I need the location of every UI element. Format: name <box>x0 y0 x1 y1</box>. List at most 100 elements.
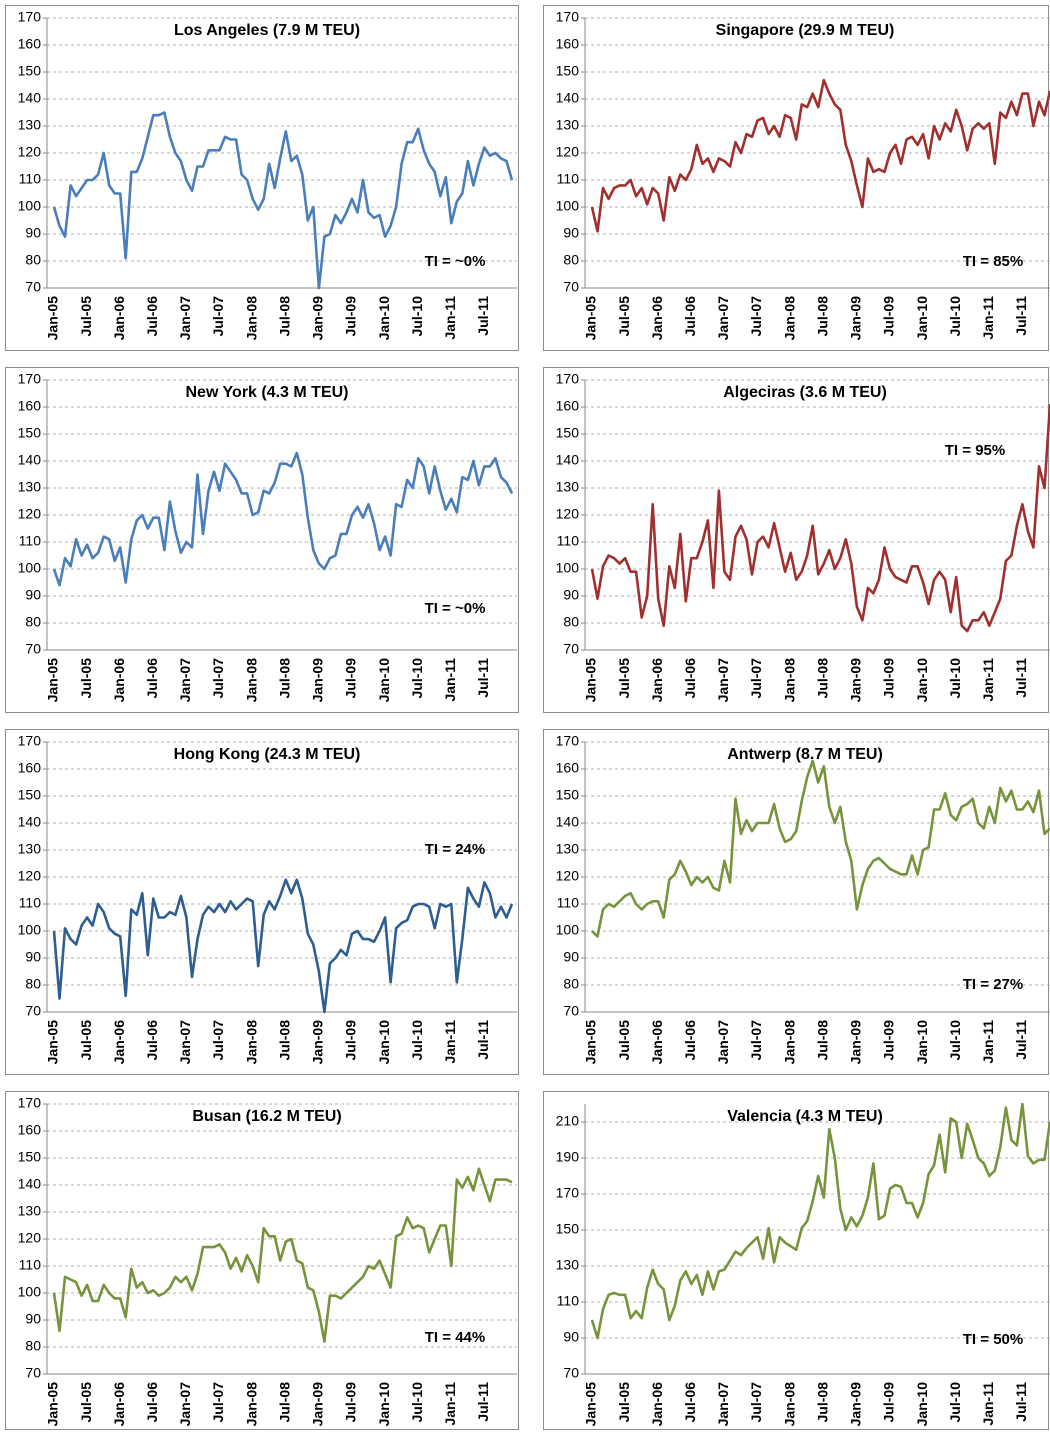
annotation: TI = ~0% <box>425 253 486 270</box>
x-tick-label: Jan-08 <box>243 1382 259 1427</box>
x-tick-label: Jul-06 <box>144 1382 160 1423</box>
chart-title: Singapore (29.9 M TEU) <box>716 22 895 39</box>
y-tick-label: 150 <box>18 63 42 79</box>
x-tick-label: Jan-07 <box>715 1382 731 1427</box>
x-tick-label: Jan-06 <box>649 1382 665 1427</box>
y-tick-label: 150 <box>556 63 580 79</box>
x-tick-label: Jul-08 <box>276 1382 292 1423</box>
y-tick-label: 90 <box>563 949 579 965</box>
x-tick-label: Jul-09 <box>881 296 897 337</box>
y-tick-label: 90 <box>563 587 579 603</box>
chart-title: Los Angeles (7.9 M TEU) <box>174 22 360 39</box>
x-tick-label: Jan-09 <box>310 1020 326 1065</box>
x-tick-label: Jan-11 <box>442 296 458 340</box>
x-tick-label: Jan-07 <box>177 1382 193 1427</box>
y-tick-label: 170 <box>18 733 42 749</box>
y-tick-label: 160 <box>556 398 580 414</box>
x-tick-label: Jul-07 <box>748 296 764 337</box>
x-tick-label: Jan-11 <box>442 1020 458 1064</box>
y-tick-label: 160 <box>18 1122 42 1138</box>
y-tick-label: 80 <box>25 1338 41 1354</box>
x-tick-label: Jul-05 <box>78 1020 94 1061</box>
y-tick-label: 70 <box>25 279 41 295</box>
y-tick-label: 70 <box>563 279 579 295</box>
y-tick-label: 80 <box>25 976 41 992</box>
x-tick-label: Jan-09 <box>848 296 864 341</box>
y-tick-label: 70 <box>563 1365 579 1381</box>
chart-title: New York (4.3 M TEU) <box>186 384 349 401</box>
y-tick-label: 120 <box>18 144 42 160</box>
x-tick-label: Jul-06 <box>682 1020 698 1061</box>
x-tick-label: Jan-11 <box>442 1382 458 1426</box>
x-tick-label: Jan-08 <box>243 1020 259 1065</box>
y-tick-label: 140 <box>18 814 42 830</box>
x-tick-label: Jan-11 <box>980 1382 996 1426</box>
x-tick-label: Jan-05 <box>583 658 599 703</box>
chart-title: Algeciras (3.6 M TEU) <box>723 384 887 401</box>
y-tick-label: 80 <box>25 614 41 630</box>
x-tick-label: Jul-10 <box>409 1020 425 1061</box>
chart-title: Hong Kong (24.3 M TEU) <box>174 746 361 763</box>
x-tick-label: Jul-05 <box>616 658 632 699</box>
y-tick-label: 100 <box>556 922 580 938</box>
y-tick-label: 70 <box>25 641 41 657</box>
x-tick-label: Jan-09 <box>848 1382 864 1427</box>
y-tick-label: 100 <box>556 560 580 576</box>
x-tick-label: Jul-06 <box>682 658 698 699</box>
x-tick-label: Jul-09 <box>881 658 897 699</box>
y-tick-label: 80 <box>25 252 41 268</box>
x-tick-label: Jan-10 <box>376 658 392 703</box>
y-tick-label: 130 <box>556 841 580 857</box>
y-tick-label: 170 <box>556 371 580 387</box>
y-tick-label: 110 <box>19 895 42 911</box>
y-tick-label: 150 <box>556 1221 580 1237</box>
y-tick-label: 70 <box>563 1003 579 1019</box>
y-tick-label: 140 <box>18 1176 42 1192</box>
y-tick-label: 130 <box>18 479 42 495</box>
x-tick-label: Jan-05 <box>45 1020 61 1065</box>
y-tick-label: 80 <box>563 614 579 630</box>
y-tick-label: 140 <box>18 452 42 468</box>
y-tick-label: 170 <box>18 9 42 25</box>
x-tick-label: Jul-11 <box>475 1020 491 1060</box>
x-tick-label: Jul-06 <box>682 1382 698 1423</box>
x-tick-label: Jan-06 <box>111 1020 127 1065</box>
y-tick-label: 170 <box>556 9 580 25</box>
x-tick-label: Jan-05 <box>583 1382 599 1427</box>
x-tick-label: Jan-10 <box>376 1382 392 1427</box>
x-tick-label: Jul-07 <box>748 1382 764 1423</box>
x-tick-label: Jan-08 <box>781 658 797 703</box>
x-tick-label: Jul-10 <box>409 296 425 337</box>
y-tick-label: 190 <box>556 1149 580 1165</box>
x-tick-label: Jan-10 <box>914 296 930 341</box>
x-tick-label: Jan-06 <box>649 296 665 341</box>
x-tick-label: Jul-10 <box>947 658 963 699</box>
y-tick-label: 120 <box>18 868 42 884</box>
y-tick-label: 140 <box>556 452 580 468</box>
x-tick-label: Jul-09 <box>881 1020 897 1061</box>
x-tick-label: Jan-11 <box>980 658 996 702</box>
x-tick-label: Jan-05 <box>45 1382 61 1427</box>
y-tick-label: 150 <box>556 425 580 441</box>
x-tick-label: Jul-10 <box>409 1382 425 1423</box>
x-tick-label: Jul-11 <box>475 296 491 336</box>
y-tick-label: 120 <box>18 506 42 522</box>
x-tick-label: Jul-09 <box>881 1382 897 1423</box>
y-tick-label: 130 <box>556 1257 580 1273</box>
x-tick-label: Jan-10 <box>376 1020 392 1065</box>
x-tick-label: Jul-07 <box>210 658 226 699</box>
y-tick-label: 170 <box>18 371 42 387</box>
x-tick-label: Jul-07 <box>210 296 226 337</box>
chart-title: Antwerp (8.7 M TEU) <box>727 746 883 763</box>
y-tick-label: 130 <box>556 117 580 133</box>
y-tick-label: 160 <box>18 398 42 414</box>
y-tick-label: 120 <box>556 506 580 522</box>
x-tick-label: Jan-05 <box>583 296 599 341</box>
x-tick-label: Jan-06 <box>649 658 665 703</box>
y-tick-label: 110 <box>19 533 42 549</box>
chart-title: Busan (16.2 M TEU) <box>192 1108 341 1125</box>
y-tick-label: 110 <box>557 895 580 911</box>
x-tick-label: Jul-11 <box>1013 296 1029 336</box>
